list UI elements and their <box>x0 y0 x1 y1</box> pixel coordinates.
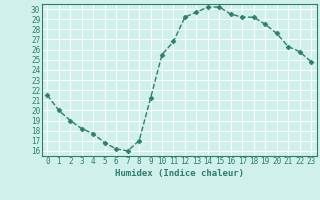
X-axis label: Humidex (Indice chaleur): Humidex (Indice chaleur) <box>115 169 244 178</box>
